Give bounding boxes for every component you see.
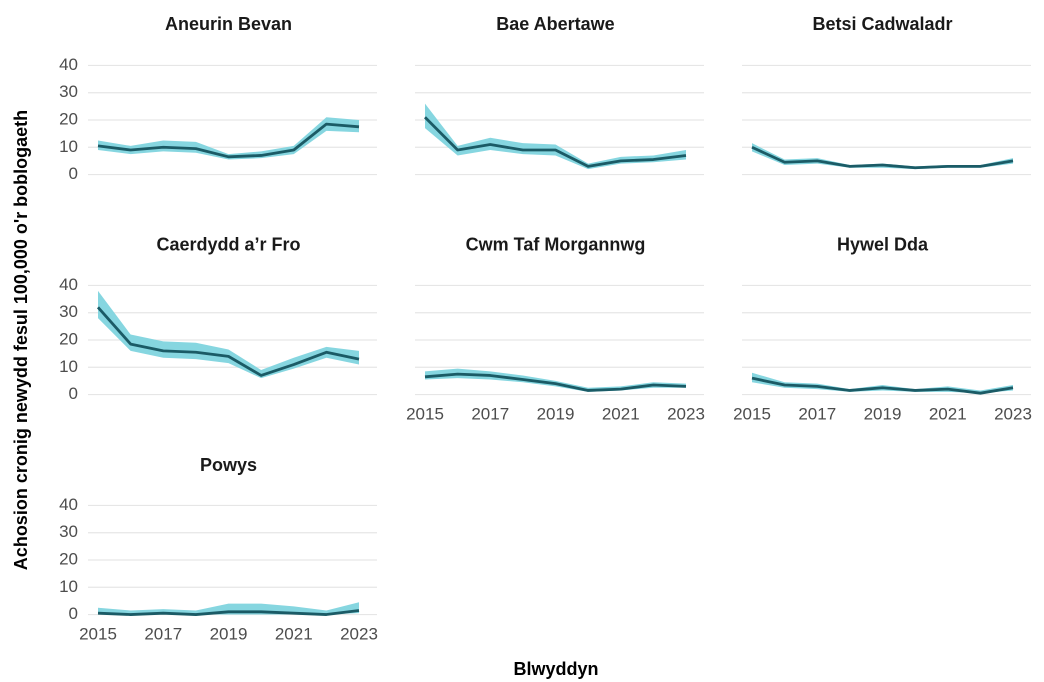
panel-title: Cwm Taf Morgannwg: [466, 234, 646, 254]
confidence-band: [752, 143, 1013, 170]
line: [424, 116, 687, 168]
x-tick-label: 2017: [471, 404, 509, 423]
x-tick-label: 2023: [340, 624, 378, 643]
y-tick-label: 30: [59, 302, 78, 321]
y-tick-label: 0: [69, 604, 78, 623]
y-tick-label: 40: [59, 55, 78, 74]
x-tick-label: 2015: [733, 404, 771, 423]
y-tick-label: 10: [59, 577, 78, 596]
y-tick-label: 0: [69, 384, 78, 403]
panel-title: Caerdydd a’r Fro: [156, 234, 300, 254]
x-tick-label: 2023: [667, 404, 705, 423]
panel-title: Powys: [200, 455, 257, 475]
confidence-band: [98, 290, 359, 379]
x-tick-label: 2023: [994, 404, 1032, 423]
x-tick-label: 2019: [210, 624, 248, 643]
x-tick-label: 2017: [798, 404, 836, 423]
panel-title: Hywel Dda: [837, 234, 929, 254]
y-tick-label: 40: [59, 495, 78, 514]
line: [97, 122, 360, 159]
x-tick-label: 2021: [929, 404, 967, 423]
y-tick-label: 30: [59, 522, 78, 541]
line: [96, 306, 360, 377]
y-tick-label: 20: [59, 549, 78, 568]
line: [97, 609, 360, 616]
panel-title: Bae Abertawe: [496, 14, 614, 34]
panel-title: Aneurin Bevan: [165, 14, 292, 34]
line: [751, 146, 1014, 170]
line: [424, 372, 687, 392]
panel-title: Betsi Cadwaladr: [812, 14, 952, 34]
confidence-band: [98, 117, 359, 160]
x-tick-label: 2015: [79, 624, 117, 643]
confidence-band: [752, 372, 1013, 394]
y-tick-label: 20: [59, 329, 78, 348]
x-tick-label: 2019: [537, 404, 575, 423]
x-tick-label: 2021: [602, 404, 640, 423]
y-tick-label: 40: [59, 275, 78, 294]
x-tick-label: 2019: [864, 404, 902, 423]
confidence-band: [98, 602, 359, 615]
y-tick-label: 0: [69, 164, 78, 183]
confidence-band: [425, 368, 686, 392]
x-tick-label: 2015: [406, 404, 444, 423]
x-tick-label: 2021: [275, 624, 313, 643]
y-axis-label: Achosion cronig newydd fesul 100,000 o'r…: [11, 110, 31, 570]
y-tick-label: 20: [59, 109, 78, 128]
x-axis-label: Blwyddyn: [513, 659, 598, 679]
y-tick-label: 30: [59, 82, 78, 101]
x-tick-label: 2017: [144, 624, 182, 643]
y-tick-label: 10: [59, 137, 78, 156]
y-tick-label: 10: [59, 357, 78, 376]
line: [751, 376, 1014, 395]
